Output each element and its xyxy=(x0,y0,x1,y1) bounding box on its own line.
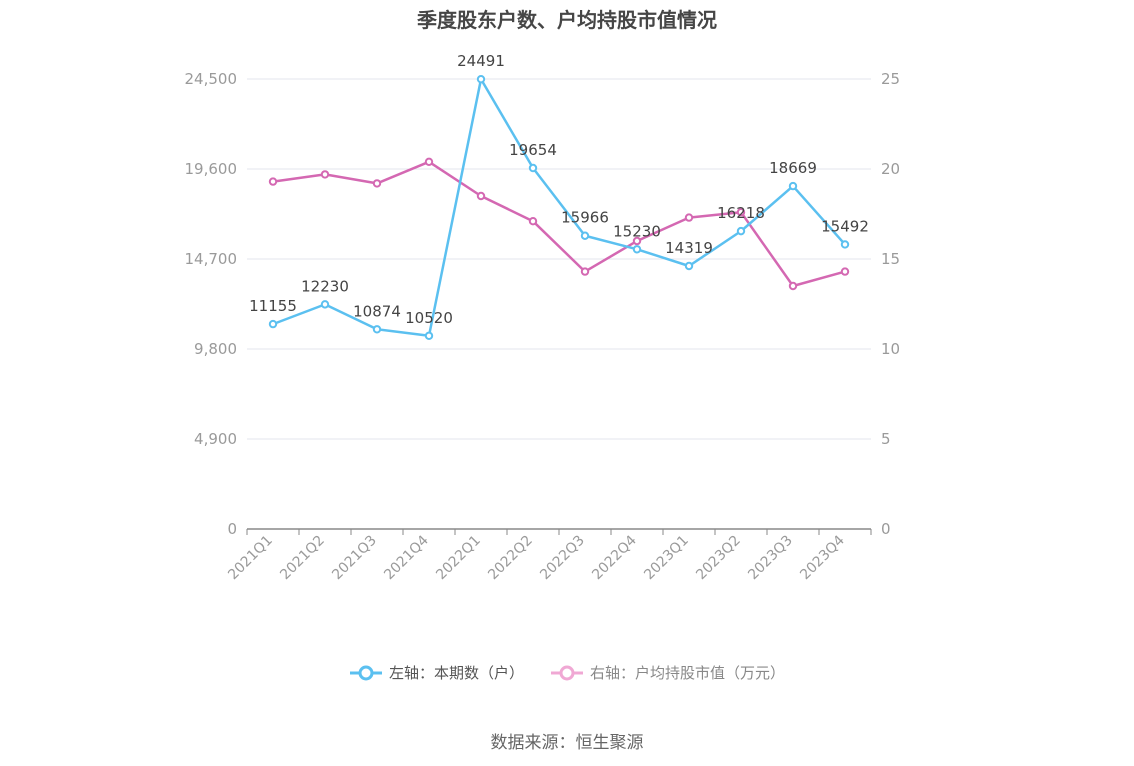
x-tick-label: 2023Q1 xyxy=(641,533,692,584)
x-tick-label: 2022Q3 xyxy=(537,533,588,584)
y-right-tick-label: 10 xyxy=(881,340,900,358)
data-point-left[interactable] xyxy=(320,300,330,309)
data-point-right[interactable] xyxy=(580,267,590,276)
data-point-left[interactable] xyxy=(476,74,486,84)
data-point-left[interactable] xyxy=(580,231,590,240)
x-tick-label: 2022Q4 xyxy=(589,532,640,583)
data-point-left[interactable] xyxy=(372,325,382,334)
data-label: 18669 xyxy=(769,159,817,177)
series-line-left xyxy=(272,77,846,338)
data-label: 14319 xyxy=(665,239,713,257)
data-label: 10874 xyxy=(353,302,401,320)
data-point-left[interactable] xyxy=(684,261,694,271)
data-point-left[interactable] xyxy=(268,319,278,329)
legend-left-marker-icon xyxy=(349,665,382,680)
data-point-left[interactable] xyxy=(840,240,850,249)
data-point-right[interactable] xyxy=(476,191,486,201)
data-point-right[interactable] xyxy=(684,213,694,222)
data-label: 11155 xyxy=(249,297,297,315)
source-note: 数据来源：恒生聚源 xyxy=(490,733,644,753)
data-label: 24491 xyxy=(457,52,505,70)
data-point-right[interactable] xyxy=(320,170,330,179)
x-tick-label: 2023Q4 xyxy=(797,532,848,583)
legend-left-label: 左轴：本期数（户） xyxy=(388,664,524,682)
legend-item-left-axis[interactable]: 左轴：本期数（户） xyxy=(349,662,524,683)
y-right-tick-label: 15 xyxy=(881,250,900,268)
data-label: 12230 xyxy=(301,277,349,295)
data-label: 15230 xyxy=(613,222,661,240)
chart-title: 季度股东户数、户均持股市值情况 xyxy=(417,8,717,32)
y-right-tick-label: 5 xyxy=(881,430,891,448)
data-label: 19654 xyxy=(509,141,557,159)
data-point-left[interactable] xyxy=(736,226,746,236)
data-label: 16218 xyxy=(717,204,765,222)
data-point-right[interactable] xyxy=(840,267,850,276)
x-tick-label: 2021Q4 xyxy=(381,532,432,583)
data-point-left[interactable] xyxy=(632,245,642,254)
y-right-tick-label: 0 xyxy=(881,520,891,538)
legend: 左轴：本期数（户） 右轴：户均持股市值（万元） xyxy=(0,662,1134,683)
data-label: 10520 xyxy=(405,309,453,327)
data-point-right[interactable] xyxy=(736,208,746,217)
legend-right-marker-icon xyxy=(551,665,583,680)
data-label: 15492 xyxy=(821,217,869,235)
data-point-right[interactable] xyxy=(528,217,538,226)
y-left-tick-label: 14,700 xyxy=(185,250,238,268)
x-tick-label: 2021Q1 xyxy=(225,533,276,584)
series-line-right xyxy=(272,160,846,288)
grid-lines xyxy=(247,78,871,440)
data-point-right[interactable] xyxy=(788,281,798,291)
legend-right-label: 右轴：户均持股市值（万元） xyxy=(590,664,786,682)
legend-item-right-axis[interactable]: 右轴：户均持股市值（万元） xyxy=(550,662,785,683)
x-tick-label: 2021Q2 xyxy=(277,533,328,584)
x-tick-label: 2023Q2 xyxy=(693,533,744,584)
data-point-right[interactable] xyxy=(268,177,278,186)
y-left-tick-label: 9,800 xyxy=(194,340,237,358)
data-point-right[interactable] xyxy=(632,236,642,246)
x-tick-label: 2023Q3 xyxy=(745,533,796,584)
data-point-left[interactable] xyxy=(424,331,434,340)
data-point-left[interactable] xyxy=(788,181,798,191)
y-left-tick-label: 4,900 xyxy=(194,430,237,448)
data-label: 15966 xyxy=(561,209,609,227)
series xyxy=(268,74,850,340)
y-right-tick-label: 20 xyxy=(881,160,900,178)
x-tick-label: 2021Q3 xyxy=(329,533,380,584)
data-point-right[interactable] xyxy=(372,179,382,188)
x-tick-label: 2022Q2 xyxy=(485,533,536,584)
data-point-left[interactable] xyxy=(528,163,538,173)
y-left-tick-label: 0 xyxy=(227,520,237,538)
data-point-right[interactable] xyxy=(424,157,434,167)
y-right-tick-label: 25 xyxy=(881,70,900,88)
x-tick-label: 2022Q1 xyxy=(433,533,484,584)
y-left-tick-label: 24,500 xyxy=(185,70,238,88)
y-left-tick-label: 19,600 xyxy=(185,160,238,178)
